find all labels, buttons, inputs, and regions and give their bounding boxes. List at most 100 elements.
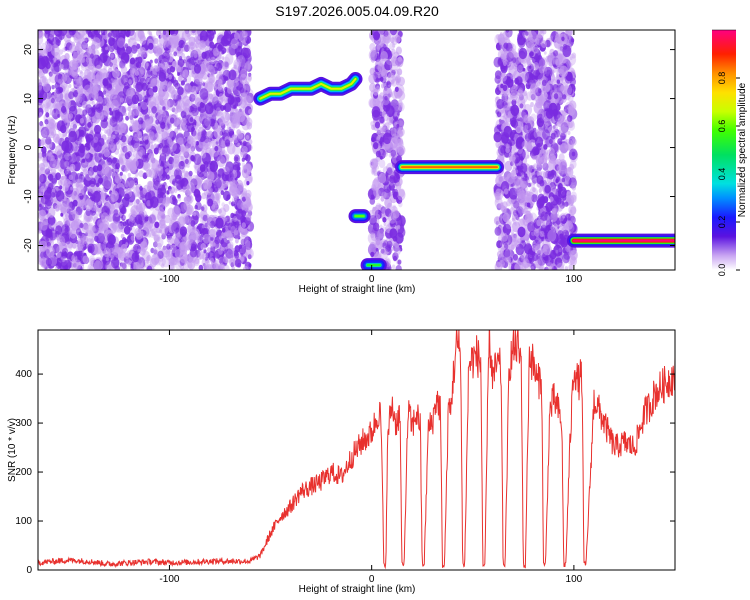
noise-speckle (571, 184, 576, 191)
noise-speckle (215, 88, 223, 97)
noise-speckle (103, 80, 109, 87)
noise-speckle (138, 131, 142, 136)
noise-speckle (132, 76, 138, 84)
noise-speckle (148, 136, 154, 144)
noise-speckle (119, 171, 123, 176)
noise-speckle (571, 38, 575, 43)
noise-speckle (113, 209, 119, 216)
noise-speckle (244, 95, 252, 106)
noise-speckle (40, 161, 50, 174)
noise-speckle (58, 30, 68, 37)
noise-speckle (150, 144, 154, 150)
noise-speckle (245, 193, 251, 201)
noise-speckle (100, 118, 108, 129)
noise-speckle (161, 263, 165, 269)
noise-speckle (223, 166, 230, 175)
noise-speckle (390, 37, 395, 44)
noise-speckle (214, 192, 221, 201)
noise-speckle (109, 52, 116, 60)
noise-speckle (220, 190, 225, 196)
noise-speckle (187, 258, 196, 270)
noise-speckle (235, 156, 239, 162)
noise-speckle (124, 180, 130, 188)
noise-speckle (375, 202, 381, 210)
noise-speckle (64, 175, 67, 180)
noise-speckle (187, 135, 194, 145)
noise-speckle (229, 244, 234, 250)
noise-speckle (72, 242, 77, 249)
noise-speckle (44, 119, 49, 125)
noise-speckle (45, 112, 50, 118)
figure-title: S197.2026.005.04.09.R20 (275, 3, 439, 19)
noise-speckle (244, 60, 252, 70)
noise-speckle (49, 71, 59, 84)
noise-speckle (147, 100, 154, 109)
noise-speckle (79, 222, 84, 229)
noise-speckle (245, 135, 250, 140)
noise-speckle (240, 113, 250, 126)
noise-speckle (213, 82, 218, 89)
noise-speckle (238, 183, 244, 192)
noise-speckle (95, 78, 99, 84)
noise-speckle (103, 177, 113, 189)
noise-speckle (207, 130, 214, 139)
noise-speckle (225, 153, 230, 160)
noise-speckle (177, 216, 186, 227)
noise-speckle (141, 101, 148, 110)
noise-speckle (395, 105, 400, 112)
noise-speckle (233, 192, 238, 199)
noise-speckle (229, 258, 236, 267)
noise-speckle (190, 81, 195, 87)
noise-speckle (118, 158, 124, 166)
noise-speckle (238, 244, 247, 255)
noise-speckle (396, 77, 402, 84)
noise-speckle (369, 43, 376, 52)
noise-speckle (228, 200, 232, 205)
noise-speckle (79, 129, 85, 137)
noise-speckle (154, 257, 161, 266)
noise-speckle (127, 172, 131, 178)
noise-speckle (154, 58, 159, 64)
noise-speckle (218, 71, 223, 77)
noise-speckle (124, 152, 131, 160)
noise-speckle (168, 74, 172, 80)
noise-speckle (135, 199, 140, 205)
noise-speckle (238, 227, 242, 232)
noise-speckle (379, 155, 383, 160)
noise-speckle (87, 122, 92, 128)
noise-speckle (146, 265, 153, 270)
noise-speckle (164, 184, 168, 190)
noise-speckle (220, 74, 226, 82)
noise-speckle (370, 251, 375, 258)
noise-speckle (567, 130, 571, 135)
noise-speckle (242, 140, 247, 147)
noise-speckle (527, 182, 531, 188)
noise-speckle (64, 206, 69, 212)
noise-speckle (57, 152, 63, 159)
noise-speckle (158, 72, 166, 82)
noise-speckle (92, 165, 99, 173)
noise-speckle (223, 30, 232, 39)
noise-speckle (242, 266, 249, 270)
noise-speckle (38, 222, 43, 233)
noise-speckle (158, 142, 164, 149)
noise-speckle (224, 102, 232, 113)
noise-speckle (215, 217, 224, 229)
noise-speckle (148, 222, 156, 232)
noise-speckle (214, 145, 219, 152)
noise-speckle (58, 49, 64, 55)
noise-speckle (42, 156, 47, 162)
noise-speckle (178, 213, 187, 225)
noise-speckle (152, 247, 159, 255)
noise-speckle (124, 252, 130, 260)
noise-speckle (93, 204, 99, 212)
noise-speckle (199, 30, 209, 42)
noise-speckle (232, 213, 237, 219)
noise-speckle (392, 264, 396, 270)
noise-speckle (236, 96, 241, 103)
noise-speckle (373, 88, 379, 96)
noise-speckle (65, 142, 74, 154)
noise-speckle (191, 228, 201, 241)
noise-speckle (111, 110, 121, 122)
noise-speckle (371, 106, 381, 118)
